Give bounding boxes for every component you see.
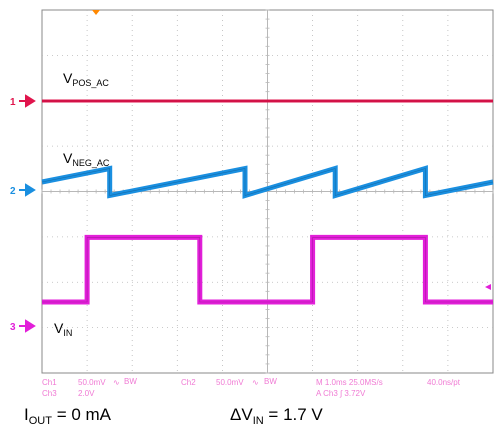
channel-3-marker-label: 3 [10,322,16,333]
status-record-length: 40.0ns/pt [427,378,461,387]
status-ch3-scale: 2.0V [78,389,95,398]
status-ch2-scale: 50.0mV [216,378,244,387]
vneg-ac-waveform [41,165,494,199]
vin-waveform [42,234,493,305]
vpos-ac-annotation: VPOS_AC [63,70,109,88]
vpos-ac-annotation-main: V [63,70,73,86]
vin-waveform-trace-core [42,237,493,303]
vpos-ac-annotation-sub: POS_AC [72,78,109,88]
scope-status-bar: Ch1 50.0mV ∿ BW Ch2 50.0mV ∿ BW M 1.0ms … [42,377,461,398]
channel-1-marker-arrow-icon [19,94,36,108]
channel-1-marker-label: 1 [10,97,16,108]
channel-3-marker-arrow-icon [19,319,36,333]
channel-2-marker-label: 2 [10,186,16,197]
status-ch3-label: Ch3 [42,389,57,398]
vneg-ac-waveform-trace-core [41,168,494,196]
trigger-position-marker [92,10,100,15]
waveforms [41,99,494,305]
vin-annotation-main: V [54,320,64,336]
status-ch1-coupling-icon: ∿ [113,378,120,387]
delta-vin-caption-value: = 1.7 V [264,405,324,424]
delta-vin-caption-sub: IN [253,415,264,427]
channel-markers: 1 2 3 [10,94,36,333]
vin-annotation-sub: IN [63,328,72,338]
status-timebase: M 1.0ms 25.0MS/s [316,378,383,387]
vneg-ac-annotation: VNEG_AC [63,150,110,168]
status-trigger: A Ch3 ∫ 3.72V [316,389,366,398]
trigger-level-marker [485,284,491,290]
status-ch1-scale: 50.0mV [78,378,106,387]
iout-caption: IOUT = 0 mA [24,405,112,427]
status-ch2-bw: BW [264,377,277,386]
delta-vin-caption-main: ΔV [230,405,253,424]
status-ch1-bw: BW [124,377,137,386]
status-ch1-label: Ch1 [42,378,57,387]
delta-vin-caption: ΔVIN = 1.7 V [230,405,323,427]
vneg-ac-annotation-main: V [63,150,73,166]
vneg-ac-annotation-sub: NEG_AC [72,158,110,168]
iout-caption-value: = 0 mA [52,405,112,424]
iout-caption-main: I [24,405,29,424]
iout-caption-sub: OUT [29,415,53,427]
status-ch2-label: Ch2 [181,378,196,387]
channel-2-marker-arrow-icon [19,183,36,197]
vin-annotation: VIN [54,320,72,338]
status-ch2-coupling-icon: ∿ [252,378,259,387]
